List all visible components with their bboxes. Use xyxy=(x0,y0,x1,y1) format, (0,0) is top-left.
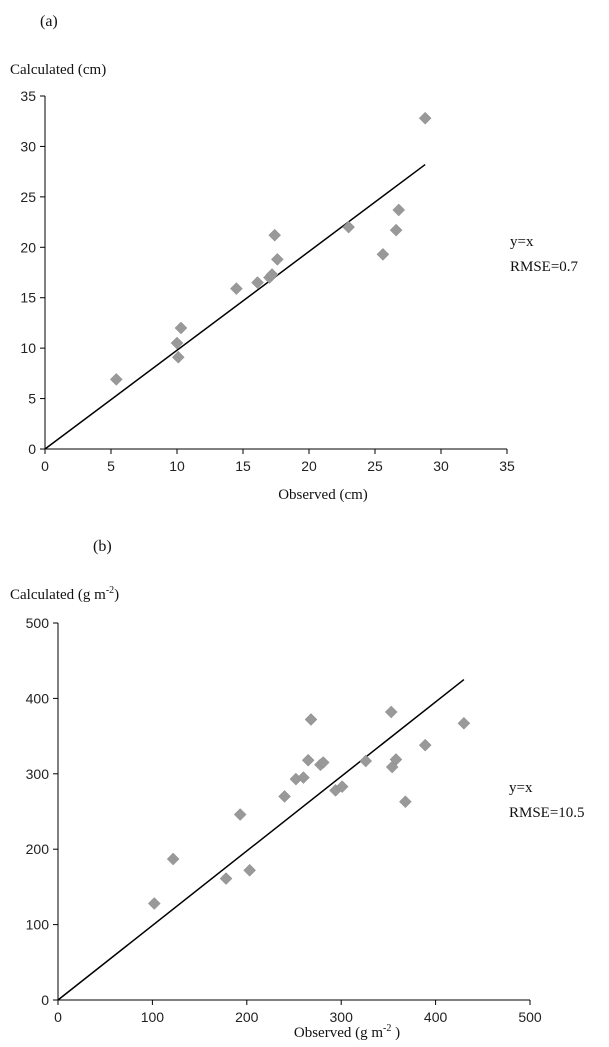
y-tick-label-b: 500 xyxy=(26,615,50,631)
x-axis-label-a: Observed (cm) xyxy=(278,487,368,503)
x-tick-label-b: 200 xyxy=(235,1009,259,1025)
x-tick-label-a: 25 xyxy=(367,458,383,474)
data-point-a xyxy=(392,203,406,217)
y-tick-label-a: 25 xyxy=(20,189,36,205)
y-tick-label-b: 100 xyxy=(26,917,50,933)
y-tick-label-a: 5 xyxy=(28,391,36,407)
annotation-line-b: y=x xyxy=(509,780,533,796)
reference-line-a xyxy=(44,163,426,450)
data-point-b xyxy=(316,756,330,769)
data-point-b xyxy=(219,872,233,885)
x-tick-label-b: 300 xyxy=(330,1009,354,1025)
x-tick-label-b: 100 xyxy=(141,1009,165,1025)
x-tick-label-a: 15 xyxy=(235,458,251,474)
data-point-b xyxy=(166,852,180,866)
data-point-b xyxy=(243,863,256,877)
data-point-a xyxy=(230,282,243,295)
data-point-b xyxy=(399,795,412,809)
data-point-b xyxy=(359,754,373,768)
data-point-b xyxy=(297,771,310,784)
y-tick-label-b: 200 xyxy=(26,841,50,857)
panel-label-b: (b) xyxy=(93,538,112,555)
data-point-b xyxy=(384,705,398,719)
data-point-b xyxy=(389,753,403,766)
data-point-a xyxy=(265,268,279,281)
x-tick-label-a: 35 xyxy=(499,458,515,474)
data-point-b xyxy=(301,753,315,767)
data-point-a xyxy=(418,111,432,125)
x-tick-label-a: 10 xyxy=(169,458,185,474)
panel-label-a: (a) xyxy=(40,13,58,30)
data-point-a xyxy=(342,220,355,234)
data-point-b xyxy=(335,780,349,793)
x-tick-label-b: 500 xyxy=(518,1009,542,1025)
annotation-rmse-b: RMSE=10.5 xyxy=(509,805,585,821)
annotation-line-a: y=x xyxy=(510,234,534,250)
data-point-b xyxy=(418,738,432,752)
data-point-b xyxy=(457,716,471,730)
data-point-a xyxy=(171,350,185,364)
y-axis-label-a: Calculated (cm) xyxy=(10,62,106,78)
x-tick-label-b: 400 xyxy=(424,1009,448,1025)
y-tick-label-a: 30 xyxy=(20,138,36,154)
data-point-a xyxy=(376,247,390,261)
data-point-a xyxy=(170,336,184,350)
x-axis-label-b: Observed (g m-2 ) xyxy=(294,1023,400,1041)
y-tick-label-a: 0 xyxy=(28,441,36,457)
y-tick-label-a: 20 xyxy=(20,239,36,255)
data-point-a xyxy=(109,373,123,386)
annotation-rmse-a: RMSE=0.7 xyxy=(510,259,579,275)
y-tick-label-b: 300 xyxy=(26,766,50,782)
data-point-a xyxy=(389,223,403,237)
data-point-b xyxy=(233,808,247,821)
y-axis-label-b: Calculated (g m-2) xyxy=(10,585,119,603)
data-point-b xyxy=(147,897,161,910)
x-tick-label-b: 0 xyxy=(54,1009,62,1025)
y-tick-label-b: 400 xyxy=(26,690,50,706)
data-point-b xyxy=(304,713,318,726)
x-tick-label-a: 30 xyxy=(433,458,449,474)
data-point-a xyxy=(270,253,284,266)
y-tick-label-a: 35 xyxy=(20,88,36,104)
x-tick-label-a: 20 xyxy=(301,458,317,474)
panel-a: (a) Calculated (cm) Observed (cm) y=x RM… xyxy=(10,13,579,503)
y-tick-label-a: 10 xyxy=(20,340,36,356)
data-point-a xyxy=(174,321,188,335)
data-point-a xyxy=(268,228,282,242)
reference-line-b xyxy=(57,678,465,1001)
panel-b: (b) Calculated (g m-2) Observed (g m-2 )… xyxy=(10,538,585,1041)
data-point-b xyxy=(278,790,291,803)
x-tick-label-a: 0 xyxy=(41,458,49,474)
data-point-a xyxy=(251,276,264,289)
y-tick-label-a: 15 xyxy=(20,290,36,306)
y-tick-label-b: 0 xyxy=(41,992,49,1008)
x-tick-label-a: 5 xyxy=(107,458,115,474)
